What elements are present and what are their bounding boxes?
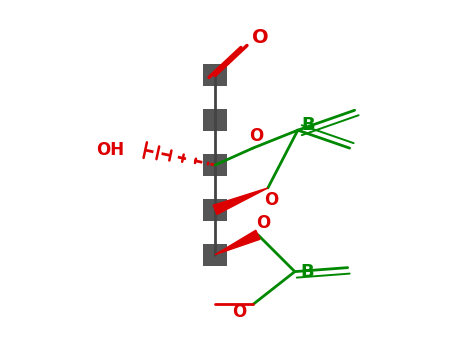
Text: O: O — [264, 191, 278, 209]
Text: B: B — [301, 116, 314, 134]
Bar — [203, 64, 227, 86]
Polygon shape — [215, 230, 260, 255]
Bar — [203, 109, 227, 131]
Bar — [203, 154, 227, 176]
Text: OH: OH — [96, 141, 124, 159]
Text: O: O — [256, 214, 270, 232]
Text: O: O — [252, 28, 268, 47]
Polygon shape — [213, 188, 268, 215]
Bar — [203, 199, 227, 221]
Bar — [203, 244, 227, 266]
Text: O: O — [232, 303, 246, 321]
Text: O: O — [249, 127, 263, 145]
Text: B: B — [300, 262, 313, 281]
